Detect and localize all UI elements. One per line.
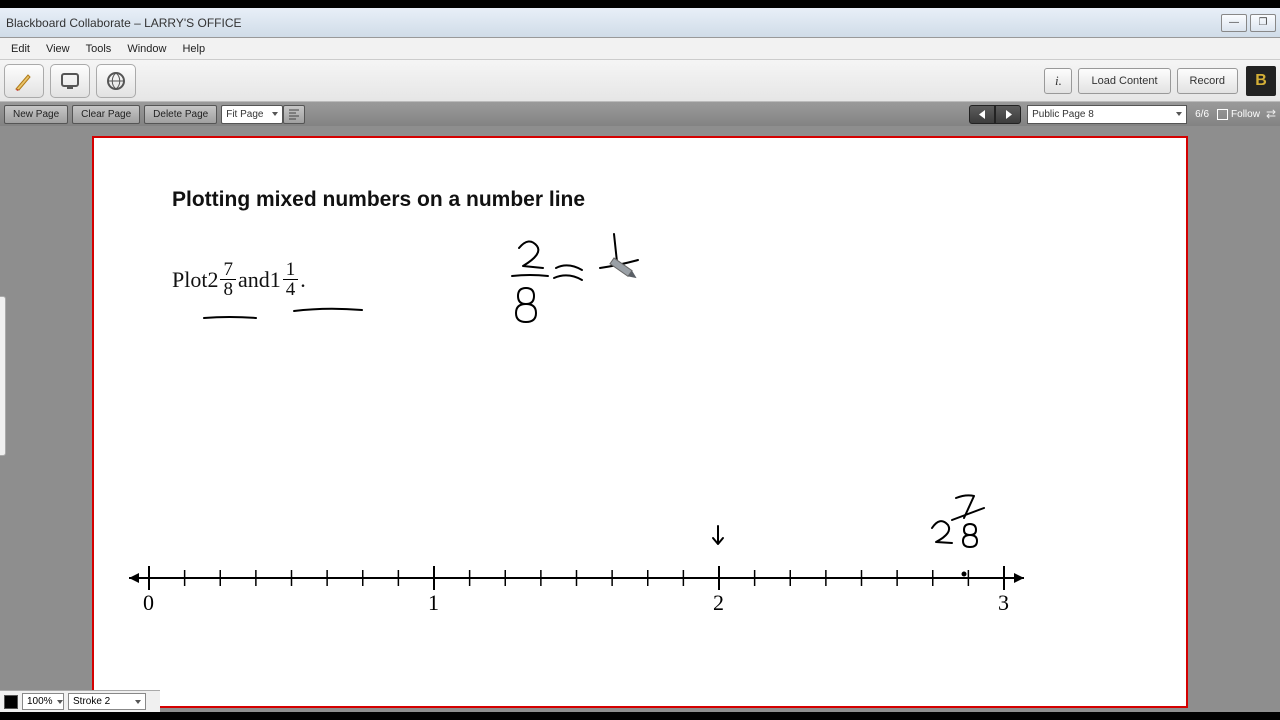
next-page-button[interactable] bbox=[995, 105, 1021, 124]
plot-word: Plot bbox=[172, 267, 207, 293]
menu-help[interactable]: Help bbox=[175, 41, 212, 57]
title-bar: Blackboard Collaborate – LARRY'S OFFICE … bbox=[0, 8, 1280, 38]
web-tool-button[interactable] bbox=[96, 64, 136, 98]
triangle-left-icon bbox=[978, 110, 987, 119]
zoom-percent-combo[interactable]: 100% bbox=[22, 693, 64, 710]
pen-icon bbox=[13, 70, 35, 92]
window-title: Blackboard Collaborate – LARRY'S OFFICE bbox=[4, 16, 1218, 30]
and-word: and bbox=[238, 267, 270, 293]
whole-2: 1 bbox=[270, 267, 281, 293]
new-page-button[interactable]: New Page bbox=[4, 105, 68, 124]
numberline-label: 0 bbox=[143, 590, 154, 616]
color-swatch[interactable] bbox=[4, 695, 18, 709]
triangle-right-icon bbox=[1004, 110, 1013, 119]
clear-page-button[interactable]: Clear Page bbox=[72, 105, 140, 124]
load-content-button[interactable]: Load Content bbox=[1078, 68, 1170, 94]
page-counter: 6/6 bbox=[1195, 109, 1209, 120]
frac1-den: 8 bbox=[220, 280, 236, 299]
align-icon bbox=[288, 108, 300, 120]
frac1-num: 7 bbox=[220, 260, 236, 280]
whole-1: 2 bbox=[207, 267, 218, 293]
menu-view[interactable]: View bbox=[39, 41, 77, 57]
fraction-2: 1 4 bbox=[283, 260, 299, 299]
fraction-1: 7 8 bbox=[220, 260, 236, 299]
menu-bar: Edit View Tools Window Help bbox=[0, 38, 1280, 60]
maximize-button[interactable]: ❐ bbox=[1250, 14, 1276, 32]
side-panel-stub[interactable] bbox=[0, 296, 6, 456]
screen-tool-button[interactable] bbox=[50, 64, 90, 98]
explore-button[interactable] bbox=[283, 105, 305, 124]
work-area: Plotting mixed numbers on a number line … bbox=[0, 126, 1280, 712]
whiteboard[interactable]: Plotting mixed numbers on a number line … bbox=[92, 136, 1188, 708]
brand-logo: B bbox=[1246, 66, 1276, 96]
frac2-den: 4 bbox=[283, 280, 299, 299]
follow-checkbox[interactable] bbox=[1217, 109, 1228, 120]
record-button[interactable]: Record bbox=[1177, 68, 1238, 94]
page-bar: New Page Clear Page Delete Page Fit Page… bbox=[0, 102, 1280, 126]
zoom-percent: 100% bbox=[27, 696, 53, 707]
stroke-combo[interactable]: Stroke 2 bbox=[68, 693, 146, 710]
pen-tool-button[interactable] bbox=[4, 64, 44, 98]
zoom-select[interactable]: Fit Page bbox=[221, 105, 283, 124]
globe-icon bbox=[105, 70, 127, 92]
info-icon: i. bbox=[1055, 73, 1062, 89]
menu-edit[interactable]: Edit bbox=[4, 41, 37, 57]
prev-page-button[interactable] bbox=[969, 105, 995, 124]
screen-icon bbox=[59, 70, 81, 92]
page-select-value: Public Page 8 bbox=[1032, 109, 1094, 120]
numberline-label: 3 bbox=[998, 590, 1009, 616]
minimize-button[interactable]: — bbox=[1221, 14, 1247, 32]
menu-tools[interactable]: Tools bbox=[79, 41, 119, 57]
stroke-value: Stroke 2 bbox=[73, 696, 110, 707]
numberline-label: 1 bbox=[428, 590, 439, 616]
info-button[interactable]: i. bbox=[1044, 68, 1072, 94]
follow-label: Follow bbox=[1231, 109, 1260, 120]
delete-page-button[interactable]: Delete Page bbox=[144, 105, 217, 124]
zoom-value: Fit Page bbox=[226, 109, 263, 120]
lesson-title: Plotting mixed numbers on a number line bbox=[172, 188, 585, 212]
number-line bbox=[94, 548, 1190, 668]
frac2-num: 1 bbox=[283, 260, 299, 280]
menu-window[interactable]: Window bbox=[120, 41, 173, 57]
period: . bbox=[300, 267, 306, 293]
numberline-label: 2 bbox=[713, 590, 724, 616]
plot-instruction: Plot 2 7 8 and 1 1 4 . bbox=[172, 260, 306, 299]
main-toolbar: i. Load Content Record B bbox=[0, 60, 1280, 102]
page-select[interactable]: Public Page 8 bbox=[1027, 105, 1187, 124]
sync-icon[interactable]: ⇄ bbox=[1266, 107, 1276, 121]
status-bar: 100% Stroke 2 bbox=[0, 690, 160, 712]
